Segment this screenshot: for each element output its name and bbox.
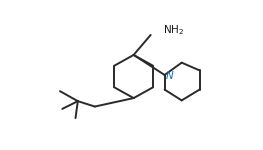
Text: N: N bbox=[166, 71, 174, 81]
Text: NH$_2$: NH$_2$ bbox=[163, 23, 184, 37]
